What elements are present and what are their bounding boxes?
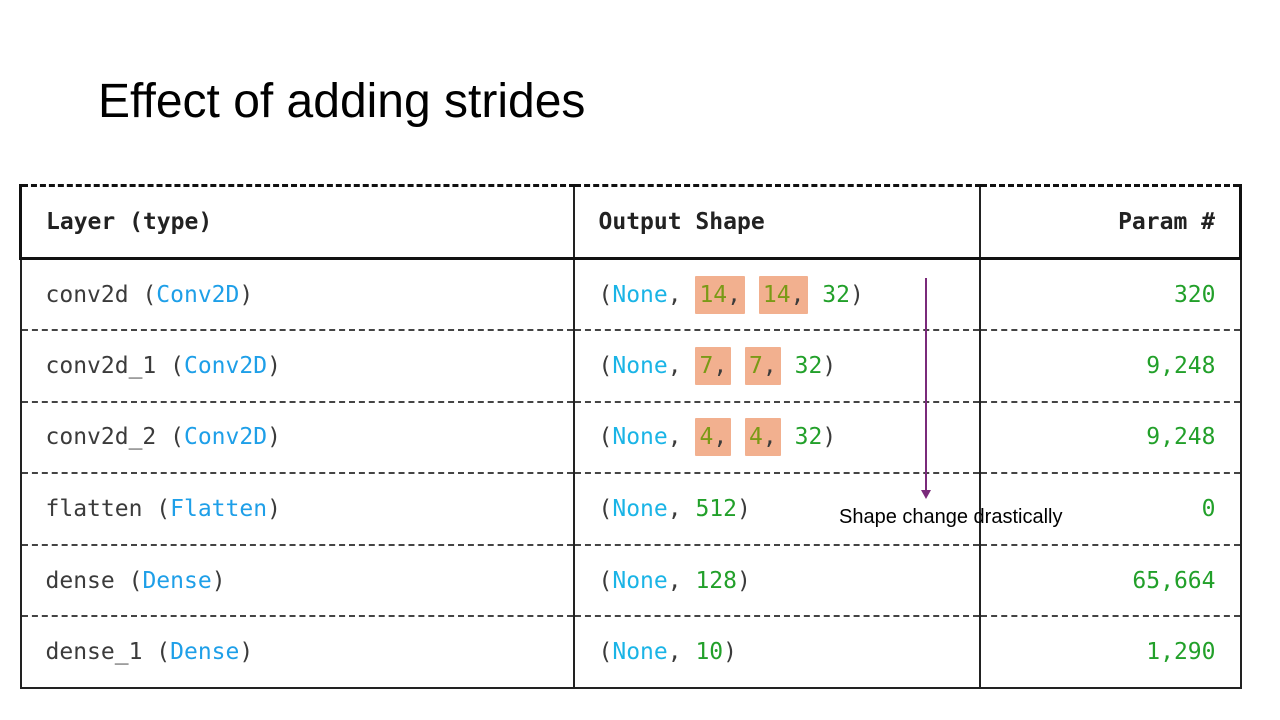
table-row: conv2d_1 (Conv2D) (None, 7, 7, 32) 9,248 bbox=[19, 330, 1242, 403]
shape-dim-value: 14 bbox=[762, 281, 791, 308]
layer-name: dense_1 bbox=[45, 639, 143, 666]
param-count-cell: 0 bbox=[978, 473, 1242, 546]
layer-cell: dense (Dense) bbox=[19, 544, 575, 618]
layer-name: dense bbox=[45, 567, 115, 594]
table-row: dense_1 (Dense) (None, 10) 1,290 bbox=[19, 616, 1242, 689]
shape-dim: 128 bbox=[695, 568, 737, 594]
model-summary-table: Layer (type) Output Shape Param # conv2d… bbox=[19, 184, 1242, 689]
shape-dim-value: 4 bbox=[699, 424, 714, 451]
layer-cell: dense_1 (Dense) bbox=[19, 616, 575, 689]
param-count-cell: 65,664 bbox=[978, 544, 1242, 618]
table-header-row: Layer (type) Output Shape Param # bbox=[19, 184, 1242, 260]
batch-dim-none: None bbox=[612, 496, 668, 523]
shape-dim-value: 14 bbox=[699, 281, 728, 308]
annotation-text: Shape change drastically bbox=[839, 506, 1063, 528]
shape-dim-value: 7 bbox=[749, 352, 763, 379]
layer-name: conv2d_2 bbox=[45, 424, 157, 451]
output-shape-cell: (None, 14, 14, 32) bbox=[572, 258, 981, 332]
batch-dim-none: None bbox=[612, 639, 668, 666]
slide-title: Effect of adding strides bbox=[98, 75, 586, 128]
batch-dim-none: None bbox=[612, 352, 668, 379]
shape-dim: 32 bbox=[795, 353, 823, 379]
table-row: conv2d (Conv2D) (None, 14, 14, 32) 320 bbox=[19, 258, 1242, 332]
shape-dim: 10 bbox=[695, 639, 723, 665]
shape-dim-highlight: 4, bbox=[695, 418, 732, 457]
shape-dim-value: 32 bbox=[822, 281, 850, 308]
output-shape-cell: (None, 128) bbox=[572, 544, 981, 618]
layer-cell: flatten (Flatten) bbox=[19, 473, 575, 546]
layer-type: Dense bbox=[170, 639, 240, 666]
batch-dim-none: None bbox=[612, 567, 668, 594]
param-count-cell: 320 bbox=[978, 258, 1242, 332]
param-count-cell: 1,290 bbox=[978, 616, 1242, 689]
output-shape-cell: (None, 10) bbox=[572, 616, 981, 689]
layer-type: Conv2D bbox=[183, 424, 268, 451]
layer-type: Conv2D bbox=[156, 281, 240, 308]
output-shape-cell: (None, 512) bbox=[572, 473, 981, 546]
shape-dim: 32 bbox=[822, 282, 850, 308]
batch-dim-none: None bbox=[612, 281, 668, 308]
shape-dim-value: 128 bbox=[695, 567, 737, 594]
shape-dim-value: 10 bbox=[695, 639, 724, 666]
layer-type: Flatten bbox=[170, 496, 268, 523]
layer-name: conv2d bbox=[45, 281, 129, 308]
shape-dim-highlight: 7, bbox=[745, 346, 781, 385]
layer-name: conv2d_1 bbox=[45, 352, 157, 379]
annotation-arrow-line bbox=[925, 278, 927, 492]
shape-dim-value: 4 bbox=[749, 424, 763, 451]
shape-dim: 32 bbox=[795, 424, 823, 450]
layer-type: Dense bbox=[142, 567, 212, 594]
table-row: dense (Dense) (None, 128) 65,664 bbox=[19, 544, 1242, 618]
shape-dim-value: 7 bbox=[699, 352, 714, 379]
table-row: conv2d_2 (Conv2D) (None, 4, 4, 32) 9,248 bbox=[19, 401, 1242, 475]
param-count-cell: 9,248 bbox=[978, 330, 1242, 403]
table-body: conv2d (Conv2D) (None, 14, 14, 32) 320 conv… bbox=[19, 258, 1242, 689]
param-count-cell: 9,248 bbox=[978, 401, 1242, 475]
layer-cell: conv2d_1 (Conv2D) bbox=[19, 330, 575, 403]
shape-dim-value: 512 bbox=[695, 496, 737, 523]
layer-cell: conv2d_2 (Conv2D) bbox=[19, 401, 575, 475]
shape-dim-highlight: 7, bbox=[695, 346, 732, 385]
header-param-count: Param # bbox=[978, 184, 1242, 260]
layer-cell: conv2d (Conv2D) bbox=[19, 258, 575, 332]
table-row: flatten (Flatten) (None, 512) 0 bbox=[19, 473, 1242, 546]
batch-dim-none: None bbox=[612, 424, 668, 451]
header-output-shape: Output Shape bbox=[572, 184, 981, 260]
header-layer-type: Layer (type) bbox=[19, 184, 575, 260]
shape-dim-value: 32 bbox=[794, 424, 823, 451]
shape-dim: 512 bbox=[695, 496, 737, 522]
output-shape-cell: (None, 4, 4, 32) bbox=[572, 401, 981, 475]
annotation-arrow-head-icon bbox=[921, 490, 931, 499]
layer-name: flatten bbox=[45, 496, 143, 523]
output-shape-cell: (None, 7, 7, 32) bbox=[572, 330, 981, 403]
shape-dim-value: 32 bbox=[794, 352, 823, 379]
layer-type: Conv2D bbox=[183, 352, 268, 379]
shape-dim-highlight: 14, bbox=[695, 275, 746, 314]
shape-dim-highlight: 14, bbox=[758, 275, 809, 314]
shape-dim-highlight: 4, bbox=[745, 418, 781, 457]
